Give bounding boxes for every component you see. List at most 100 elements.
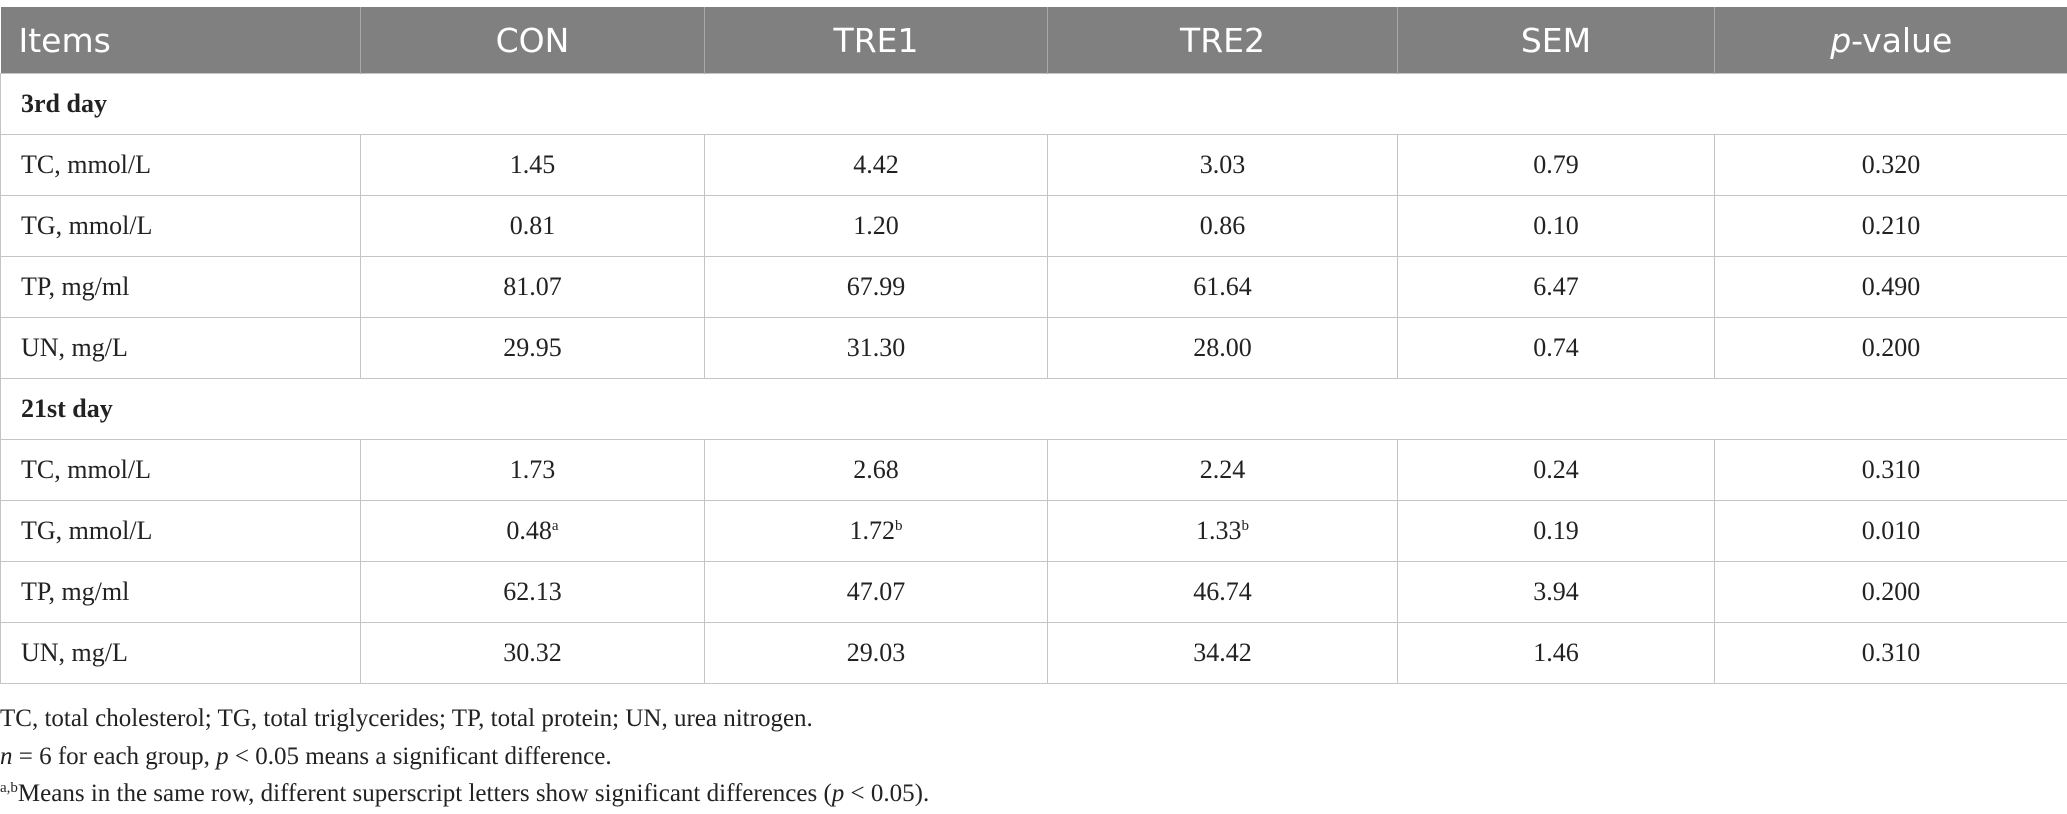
data-cell: 47.07 <box>704 561 1048 623</box>
row-label: TC, mmol/L <box>0 439 361 501</box>
cell-text: 0.86 <box>1199 211 1246 240</box>
data-cell: 67.99 <box>704 256 1048 318</box>
data-cell: 34.42 <box>1047 622 1398 684</box>
footnotes: TC, total cholesterol; TG, total triglyc… <box>0 700 929 813</box>
cell-text: TP, mg/ml <box>21 272 130 301</box>
footnote-text: TC, total cholesterol; TG, total triglyc… <box>0 705 813 732</box>
row-label: UN, mg/L <box>0 622 361 684</box>
cell-text: 0.48 <box>506 516 552 545</box>
data-cell: 29.03 <box>704 622 1048 684</box>
cell-text: UN, mg/L <box>21 333 128 362</box>
data-cell: 0.74 <box>1397 317 1715 379</box>
data-cell: 1.73 <box>360 439 705 501</box>
table-body: 3rd day TC, mmol/L 1.45 4.42 3.03 0.79 0.320 TG… <box>0 73 2067 684</box>
cell-text: 0.81 <box>509 211 556 240</box>
data-cell: 0.19 <box>1397 500 1715 562</box>
footnote-text: < 0.05). <box>844 780 930 807</box>
footnote-text: < 0.05 means a significant difference. <box>228 742 612 770</box>
cell-text: 67.99 <box>846 272 906 301</box>
footnote: TC, total cholesterol; TG, total triglyc… <box>0 700 929 738</box>
cell-text: TG, mmol/L <box>21 211 153 240</box>
cell-text: 0.310 <box>1861 638 1921 667</box>
cell-text: 1.46 <box>1533 638 1579 667</box>
data-cell: 4.42 <box>704 134 1048 196</box>
data-cell: 6.47 <box>1397 256 1715 318</box>
data-cell: 0.210 <box>1714 195 2067 257</box>
superscript: a <box>551 518 559 534</box>
section-title: 3rd day <box>0 73 2067 135</box>
cell-text: 29.95 <box>503 333 562 362</box>
data-cell: 1.33b <box>1047 500 1398 562</box>
cell-text: 0.320 <box>1861 150 1921 179</box>
footnote-text: a,b <box>0 780 18 796</box>
footnote-text: Means in the same row, different supersc… <box>17 780 832 807</box>
cell-text: SEM <box>1520 20 1592 60</box>
data-cell: 0.310 <box>1714 622 2067 684</box>
footnote: a,bMeans in the same row, different supe… <box>0 775 929 813</box>
cell-text: 30.32 <box>503 638 562 667</box>
data-cell: 0.79 <box>1397 134 1715 196</box>
cell-text: 3.03 <box>1199 150 1246 179</box>
cell-text: 0.310 <box>1861 455 1921 484</box>
data-cell: 46.74 <box>1047 561 1398 623</box>
data-cell: 1.72b <box>704 500 1048 562</box>
superscript: b <box>1241 518 1250 534</box>
cell-text: 0.19 <box>1533 516 1579 545</box>
data-cell: 62.13 <box>360 561 705 623</box>
cell-text: 4.42 <box>853 150 899 179</box>
data-cell: 1.20 <box>704 195 1048 257</box>
data-cell: 1.46 <box>1397 622 1715 684</box>
data-cell: 0.320 <box>1714 134 2067 196</box>
data-cell: 0.86 <box>1047 195 1398 257</box>
data-cell: 31.30 <box>704 317 1048 379</box>
data-cell: 2.68 <box>704 439 1048 501</box>
data-cell: 0.48a <box>360 500 705 562</box>
cell-text: 3.94 <box>1533 577 1579 606</box>
cell-text: 29.03 <box>846 638 906 667</box>
data-row: UN, mg/L 30.32 29.03 34.42 1.46 0.310 <box>0 622 2067 684</box>
cell-text: 1.73 <box>509 455 556 484</box>
cell-text: 2.24 <box>1199 455 1246 484</box>
cell-text: 0.24 <box>1533 455 1579 484</box>
cell-text: 1.20 <box>853 211 899 240</box>
cell-text: TRE1 <box>833 20 919 60</box>
footnote-text: p <box>831 780 845 807</box>
cell-text: 47.07 <box>846 577 906 606</box>
header-cell: CON <box>360 7 705 74</box>
data-cell: 3.94 <box>1397 561 1715 623</box>
data-row: TC, mmol/L 1.45 4.42 3.03 0.79 0.320 <box>0 134 2067 196</box>
cell-text: 1.33 <box>1196 516 1242 545</box>
data-cell: 0.490 <box>1714 256 2067 318</box>
row-label: TC, mmol/L <box>0 134 361 196</box>
row-label: TG, mmol/L <box>0 500 361 562</box>
cell-text: -value <box>1851 20 1953 60</box>
data-row: TC, mmol/L 1.73 2.68 2.24 0.24 0.310 <box>0 439 2067 501</box>
footnote-text: n <box>0 742 13 770</box>
section-row: 21st day <box>0 378 2067 440</box>
data-cell: 2.24 <box>1047 439 1398 501</box>
section-row: 3rd day <box>0 73 2067 135</box>
header-cell: TRE2 <box>1047 7 1398 74</box>
header-cell: SEM <box>1397 7 1715 74</box>
data-cell: 0.24 <box>1397 439 1715 501</box>
cell-text: TC, mmol/L <box>21 150 151 179</box>
cell-text: 61.64 <box>1193 272 1252 301</box>
cell-text: 1.72 <box>849 516 896 545</box>
data-cell: 0.81 <box>360 195 705 257</box>
data-cell: 0.200 <box>1714 317 2067 379</box>
table-container: Items CON TRE1 TRE2 SEM p-value 3rd day TC, mm… <box>0 7 2067 684</box>
data-cell: 0.310 <box>1714 439 2067 501</box>
data-cell: 3.03 <box>1047 134 1398 196</box>
row-label: TP, mg/ml <box>0 256 361 318</box>
cell-text: 2.68 <box>853 455 899 484</box>
cell-text: 0.210 <box>1861 211 1921 240</box>
footnote-text: = 6 for each group, <box>12 742 217 770</box>
data-row: TG, mmol/L 0.48a 1.72b 1.33b 0.19 0.010 <box>0 500 2067 562</box>
italic-text: p <box>1830 20 1852 60</box>
cell-text: TP, mg/ml <box>21 577 130 606</box>
cell-text: 0.79 <box>1533 150 1579 179</box>
header-cell: p-value <box>1714 7 2067 74</box>
data-cell: 29.95 <box>360 317 705 379</box>
cell-text: TG, mmol/L <box>21 516 153 545</box>
